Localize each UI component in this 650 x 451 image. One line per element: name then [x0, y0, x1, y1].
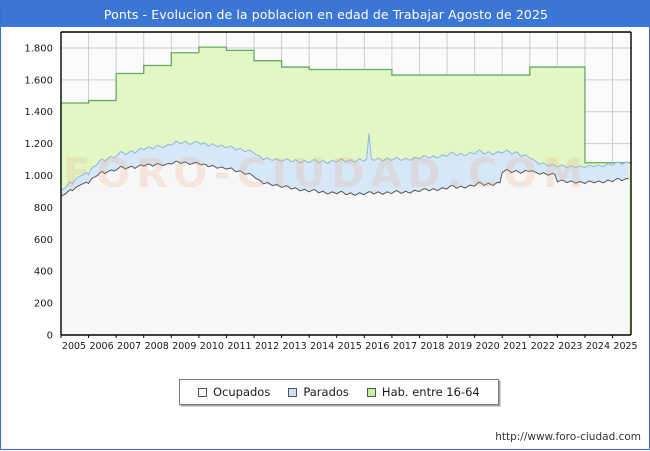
y-tick-label: 400 — [34, 267, 53, 278]
y-tick-label: 1.000 — [24, 171, 53, 182]
x-tick-label: 2014 — [310, 341, 334, 352]
legend-label-habitantes: Hab. entre 16-64 — [381, 385, 480, 399]
legend-swatch-ocupados — [198, 387, 207, 397]
legend-swatch-parados — [288, 387, 298, 397]
x-tick-label: 2024 — [586, 341, 610, 352]
x-tick-label: 2005 — [62, 341, 86, 352]
x-tick-label: 2008 — [145, 341, 169, 352]
x-tick-label: 2022 — [531, 341, 555, 352]
x-tick-label: 2013 — [283, 341, 307, 352]
x-tick-label: 2007 — [117, 341, 141, 352]
x-tick-label: 2010 — [200, 341, 224, 352]
x-tick-label: 2020 — [476, 341, 500, 352]
x-tick-label: 2017 — [393, 341, 417, 352]
x-tick-label: 2016 — [365, 341, 389, 352]
legend-label-ocupados: Ocupados — [213, 385, 271, 399]
y-tick-label: 1.200 — [24, 139, 53, 150]
x-tick-label: 2019 — [448, 341, 472, 352]
y-tick-label: 1.400 — [24, 107, 53, 118]
y-tick-label: 1.800 — [24, 43, 53, 54]
y-tick-label: 1.600 — [24, 75, 53, 86]
y-tick-label: 800 — [34, 203, 53, 214]
x-tick-label: 2011 — [227, 341, 251, 352]
source-url[interactable]: http://www.foro-ciudad.com — [495, 431, 641, 443]
x-tick-label: 2025 — [613, 341, 637, 352]
x-tick-label: 2023 — [558, 341, 582, 352]
line-parados — [60, 133, 629, 192]
line-ocupados — [60, 160, 629, 197]
legend-item-habitantes[interactable]: Hab. entre 16-64 — [366, 385, 480, 399]
chart-svg: 0 200 400 600 800 1.000 1.200 1.400 1.600 1.800 20… — [24, 31, 638, 352]
line-habitantes — [61, 46, 631, 164]
x-tick-label: 2021 — [503, 341, 527, 352]
y-tick-label: 600 — [34, 235, 53, 246]
legend-swatch-habitantes — [366, 387, 376, 397]
x-tick-label: 2018 — [420, 341, 444, 352]
area-parados — [61, 133, 629, 197]
area-ocupados — [61, 161, 629, 335]
x-tick-label: 2015 — [338, 341, 362, 352]
legend-item-parados[interactable]: Parados — [288, 385, 349, 399]
chart-legend: Ocupados Parados Hab. entre 16-64 — [179, 379, 499, 405]
y-tick-label: 0 — [47, 331, 53, 342]
plot-area: 0 200 400 600 800 1.000 1.200 1.400 1.600 1.800 20… — [1, 27, 650, 451]
y-tick-label: 200 — [34, 299, 53, 310]
window-title-bar: Ponts - Evolucion de la poblacion en eda… — [1, 1, 650, 27]
legend-item-ocupados[interactable]: Ocupados — [198, 385, 270, 399]
x-tick-label: 2009 — [172, 341, 196, 352]
legend-label-parados: Parados — [303, 385, 349, 399]
x-tick-label: 2012 — [255, 341, 279, 352]
page-title: Ponts - Evolucion de la poblacion en eda… — [103, 6, 549, 22]
x-tick-label: 2006 — [89, 341, 113, 352]
